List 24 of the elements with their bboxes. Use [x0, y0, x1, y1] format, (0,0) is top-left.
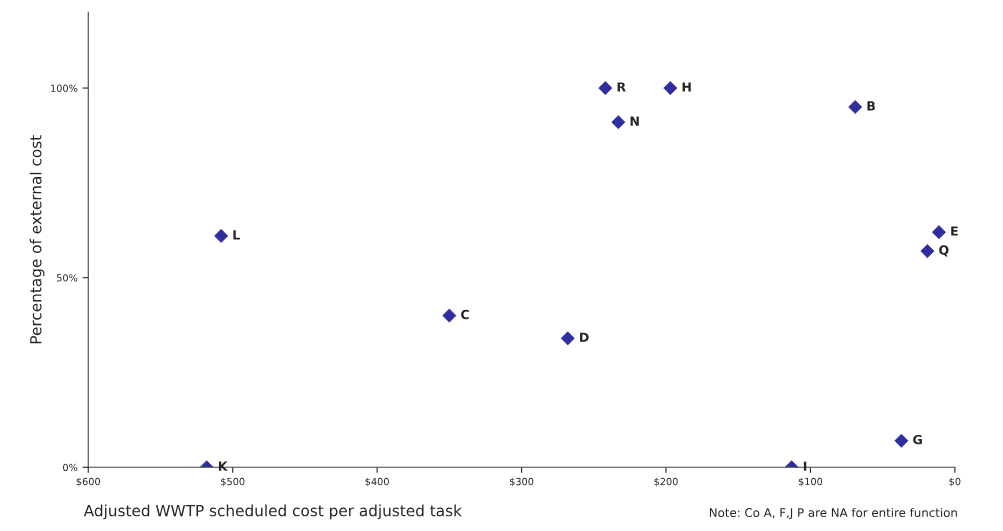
x-tick-label: $500 [221, 477, 245, 487]
annotation: N [630, 116, 639, 126]
annotation: I [803, 461, 807, 471]
annotation: D [580, 332, 589, 342]
text: Note: Co A, F,J P are NA for entire function [709, 507, 957, 520]
annotation: R [617, 82, 626, 92]
y-axis-title: Percentage of external cost [29, 135, 45, 344]
x-tick-label: $400 [365, 477, 389, 487]
annotation: L [233, 230, 240, 240]
annotation: C [461, 309, 469, 320]
y-tick-label: 100% [51, 84, 78, 92]
y-tick-label: 0% [63, 463, 78, 472]
annotation: Q [939, 245, 949, 257]
x-axis-title: Adjusted WWTP scheduled cost per adjusted task [83, 504, 462, 520]
x-tick-label: $100 [798, 477, 823, 487]
annotation: E [951, 226, 958, 236]
x-tick-label: $600 [76, 477, 100, 487]
y-tick-label: 50% [56, 274, 78, 282]
annotation: B [867, 101, 875, 111]
x-tick-label: $200 [654, 477, 678, 487]
annotation: H [682, 82, 691, 92]
x-tick-label: $0 [949, 477, 961, 487]
x-tick-label: $300 [510, 477, 534, 487]
annotation: G [913, 434, 922, 445]
